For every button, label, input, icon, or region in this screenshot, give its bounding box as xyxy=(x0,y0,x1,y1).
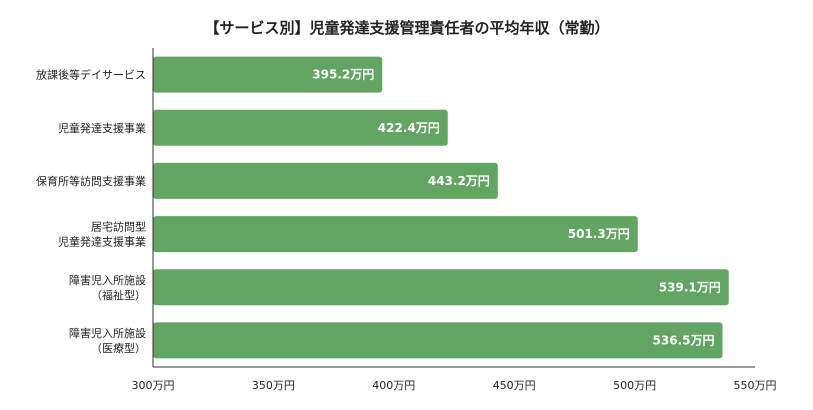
bar-1 xyxy=(153,109,448,146)
bar-value-label-2: 443.2万円 xyxy=(428,174,490,188)
chart-title: 【サービス別】児童発達支援管理責任者の平均年収（常勤） xyxy=(204,19,609,37)
bar-5 xyxy=(153,322,723,359)
x-tick-label-1: 350万円 xyxy=(252,379,295,392)
x-tick-label-3: 450万円 xyxy=(493,379,536,392)
x-tick-label-0: 300万円 xyxy=(132,379,175,392)
category-label-line: 児童発達支援事業 xyxy=(58,235,146,249)
category-label-3: 居宅訪問型児童発達支援事業 xyxy=(58,220,146,249)
category-label-line: 保育所等訪問支援事業 xyxy=(36,174,146,188)
bar-value-label-3: 501.3万円 xyxy=(568,227,630,241)
category-label-line: （福祉型） xyxy=(91,288,146,302)
category-label-5: 障害児入所施設（医療型） xyxy=(69,326,146,355)
category-label-line: 放課後等デイサービス xyxy=(36,68,146,82)
bar-4 xyxy=(153,269,729,306)
category-label-line: （医療型） xyxy=(91,341,146,355)
category-label-2: 保育所等訪問支援事業 xyxy=(36,174,146,188)
category-label-line: 障害児入所施設 xyxy=(69,273,146,287)
bars-group: 395.2万円 422.4万円 443.2万円 501.3万円 539.1万円 536.5… xyxy=(153,56,729,359)
category-label-line: 居宅訪問型 xyxy=(91,220,146,234)
category-label-line: 障害児入所施設 xyxy=(69,326,146,340)
x-tick-label-2: 400万円 xyxy=(372,379,415,392)
category-label-line: 児童発達支援事業 xyxy=(58,121,146,135)
x-tick-label-4: 500万円 xyxy=(613,379,656,392)
bar-3 xyxy=(153,216,638,253)
bar-value-label-0: 395.2万円 xyxy=(312,68,374,82)
category-label-1: 児童発達支援事業 xyxy=(58,121,146,135)
category-label-0: 放課後等デイサービス xyxy=(36,68,146,82)
bar-0 xyxy=(153,56,383,93)
bar-value-label-4: 539.1万円 xyxy=(659,280,721,294)
bar-value-label-5: 536.5万円 xyxy=(653,333,715,347)
bar-value-label-1: 422.4万円 xyxy=(378,121,440,135)
x-tick-label-5: 550万円 xyxy=(734,379,777,392)
bar-2 xyxy=(153,162,498,199)
category-label-4: 障害児入所施設（福祉型） xyxy=(69,273,146,302)
axes-group: 放課後等デイサービス児童発達支援事業保育所等訪問支援事業居宅訪問型児童発達支援事… xyxy=(36,48,777,392)
